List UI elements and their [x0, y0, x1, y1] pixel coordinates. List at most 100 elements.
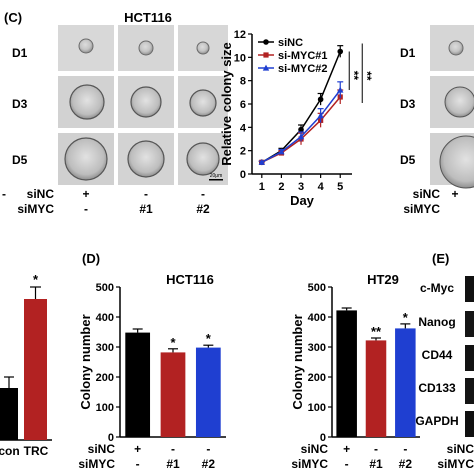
colony-cell	[127, 140, 165, 178]
y-axis-label: Colony number	[290, 314, 305, 409]
significance-label: **	[347, 71, 361, 81]
day-label-d5: D5	[12, 153, 28, 167]
colony-cell	[78, 38, 94, 54]
d-sinc-row-label: siNC	[88, 442, 116, 456]
day-label-d3: D3	[12, 97, 28, 111]
hct116-colony-bar-chart: 0 100 200 300 400 500 Colony number HCT116 * *	[78, 272, 226, 444]
right-micrograph-column	[430, 25, 474, 189]
right-sinc-mark: +	[451, 187, 458, 201]
left-partial-bar-trc	[24, 299, 47, 440]
blot-label-cd44: CD44	[422, 348, 453, 362]
bar-chart-title: HT29	[367, 272, 399, 287]
bar	[395, 328, 416, 437]
left-partial-bar-chart: * con TRC	[0, 272, 52, 458]
data-point	[298, 126, 304, 133]
data-point	[337, 48, 344, 55]
x-tick-label: 2	[278, 181, 284, 193]
data-point	[297, 133, 305, 140]
left-partial-bar-con	[0, 388, 18, 440]
y-tick-label: 100	[308, 402, 326, 414]
simyc-mark: -	[84, 202, 88, 216]
simyc-mark: #2	[399, 457, 413, 471]
blot-band-nanog	[465, 311, 474, 337]
y-tick-label: 8	[240, 76, 246, 88]
bar	[125, 332, 151, 437]
right-day-label-d5: D5	[400, 153, 416, 167]
x-axis-label: Day	[290, 193, 315, 208]
left-partial-tick-con: con	[0, 444, 20, 458]
bar	[365, 340, 387, 437]
y-tick-label: 500	[308, 282, 326, 294]
y-tick-label: 400	[96, 312, 114, 324]
d-simyc-row-label-2: siMYC	[291, 457, 328, 471]
panel-c-cell-line: HCT116	[124, 10, 172, 25]
colony-cell	[186, 142, 220, 176]
micrograph-grid: 20μm	[58, 25, 228, 185]
data-point	[337, 86, 344, 93]
data-point	[317, 112, 324, 119]
y-tick-label: 0	[320, 432, 326, 444]
e-sinc-row-label: siNC	[447, 442, 474, 456]
legend-marker	[263, 52, 269, 58]
bar	[336, 310, 357, 437]
colony-cell	[64, 137, 108, 181]
scale-bar	[209, 179, 223, 181]
colony-cell	[69, 84, 105, 120]
y-tick-label: 10	[234, 52, 246, 64]
blot-label-c-myc: c-Myc	[420, 281, 454, 295]
right-sinc-row-label: siNC	[413, 187, 441, 201]
sinc-mark: -	[206, 442, 210, 456]
simyc-row-label: siMYC	[17, 202, 54, 216]
left-partial-tick-trc: TRC	[24, 444, 49, 458]
sinc-mark: -	[144, 187, 148, 201]
significance-label: *	[206, 331, 212, 346]
y-axis-label: Colony number	[78, 314, 93, 409]
y-tick-label: 200	[96, 372, 114, 384]
simyc-mark: -	[345, 457, 349, 471]
y-tick-label: 12	[234, 29, 246, 41]
colony-cell	[196, 41, 210, 55]
simyc-mark: #2	[196, 202, 210, 216]
y-tick-label: 300	[96, 342, 114, 354]
x-tick-label: 5	[337, 181, 343, 193]
blot-band-gapdh	[465, 411, 474, 437]
y-tick-label: 4	[240, 122, 247, 134]
sinc-mark: +	[134, 442, 141, 456]
data-point	[278, 148, 285, 155]
sinc-mark: -	[171, 442, 175, 456]
data-point	[317, 96, 324, 103]
legend-marker	[263, 39, 269, 45]
y-tick-label: 0	[108, 432, 114, 444]
x-tick-label: 3	[298, 181, 304, 193]
y-axis-label: Relative colony size	[219, 42, 234, 166]
blot-label-nanog: Nanog	[418, 315, 455, 329]
sinc-mark: -	[201, 187, 205, 201]
significance-label: **	[360, 71, 374, 81]
data-point	[258, 158, 266, 165]
colony-cell	[444, 86, 474, 118]
scale-bar-label: 20μm	[210, 173, 223, 179]
blot-band-cd44	[465, 345, 474, 371]
significance-label: *	[403, 310, 409, 325]
day-label-d1: D1	[12, 46, 28, 60]
right-day-label-d3: D3	[400, 97, 416, 111]
blot-band-cd133	[465, 378, 474, 404]
x-tick-label: 1	[259, 181, 265, 193]
simyc-mark: -	[136, 457, 140, 471]
blot-label-cd133: CD133	[418, 381, 456, 395]
sinc-row-label: siNC	[27, 187, 55, 201]
sinc-mark: -	[374, 442, 378, 456]
right-simyc-row-label: siMYC	[403, 202, 440, 216]
bar	[195, 347, 221, 437]
y-tick-label: 500	[96, 282, 114, 294]
cropped-mark: -	[2, 187, 6, 201]
legend-label: siNC	[278, 37, 303, 49]
colony-cell	[130, 86, 162, 118]
d-simyc-row-label: siMYC	[78, 457, 115, 471]
significance-label: **	[371, 324, 382, 339]
x-tick-label: 4	[318, 181, 325, 193]
left-partial-significance: *	[33, 272, 39, 287]
